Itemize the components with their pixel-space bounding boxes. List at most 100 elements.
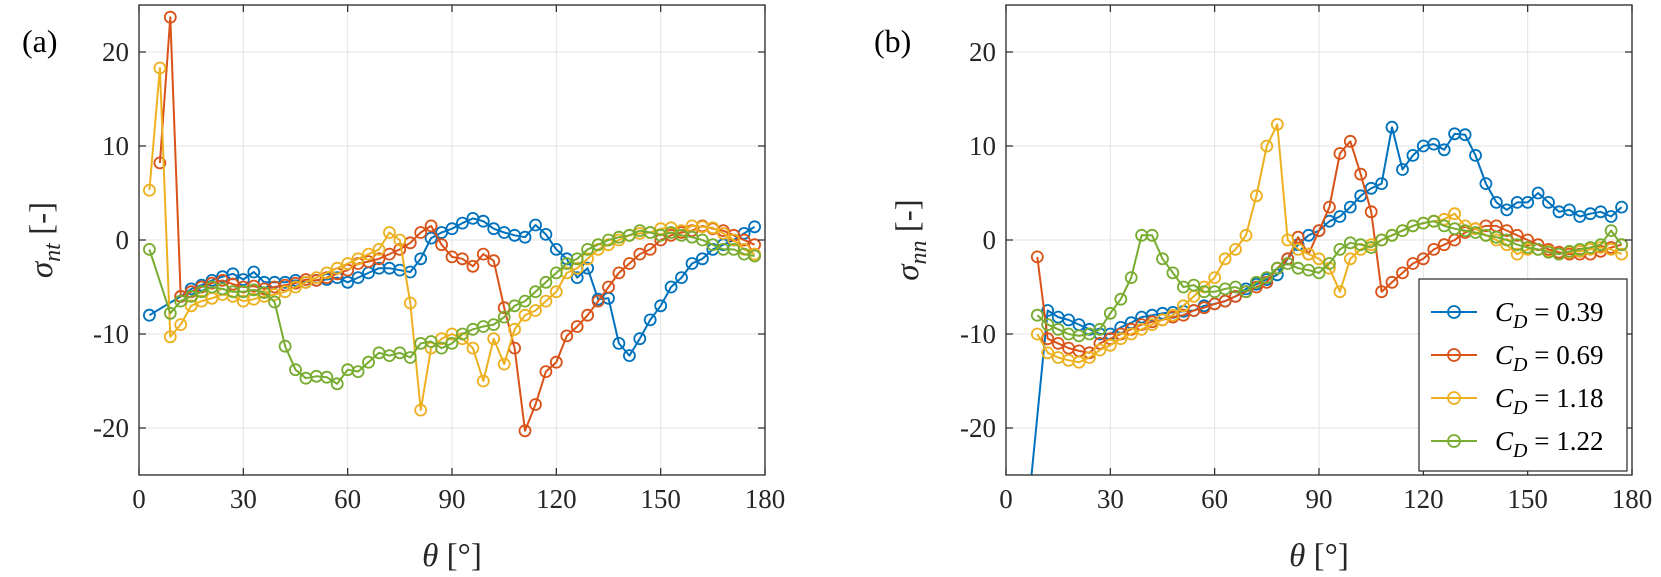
legend-value: = 0.69 (1527, 340, 1603, 370)
legend-subscript: D (1512, 354, 1528, 376)
data-point (591, 294, 605, 308)
data-point (445, 336, 459, 350)
data-point (727, 242, 741, 256)
data-point (570, 261, 584, 275)
y-tick-label: -10 (960, 319, 996, 349)
data-point (435, 341, 449, 355)
data-point (1312, 266, 1326, 280)
x-tick-label: 180 (745, 484, 786, 514)
data-point (508, 299, 521, 313)
data-point (424, 335, 438, 348)
data-point (393, 346, 407, 360)
data-point (1479, 177, 1493, 191)
data-point (320, 370, 334, 384)
x-tick-label: 180 (1612, 484, 1653, 514)
data-point (487, 318, 501, 332)
data-point (1354, 167, 1368, 181)
data-point (633, 247, 647, 261)
legend-subscript: D (1512, 440, 1528, 462)
y-axis-unit: [-] (890, 199, 926, 240)
data-point (1260, 271, 1274, 285)
legend-marker (1447, 391, 1461, 405)
data-point (1343, 200, 1357, 214)
data-point (372, 252, 386, 266)
data-point (184, 289, 198, 303)
data-point (1469, 148, 1482, 162)
data-point (1041, 318, 1055, 332)
data-point (1500, 233, 1514, 247)
data-point (727, 233, 741, 247)
data-point (195, 285, 209, 299)
y-tick-label: 0 (983, 225, 997, 255)
data-point (570, 320, 584, 333)
data-point (696, 252, 709, 266)
y-tick-label: 20 (102, 37, 129, 67)
data-point (549, 285, 563, 299)
x-tick-label: 0 (999, 484, 1013, 514)
data-point (1406, 148, 1420, 162)
data-point (1521, 195, 1535, 209)
data-point (455, 327, 469, 341)
data-point (1396, 224, 1409, 238)
data-point (1072, 355, 1086, 369)
data-point (1270, 261, 1284, 275)
data-point (497, 357, 511, 371)
data-point (153, 61, 167, 75)
x-tick-label: 60 (334, 484, 361, 514)
data-point (1542, 195, 1555, 209)
data-point (1615, 200, 1628, 214)
y-axis-subscript: nn (906, 240, 932, 264)
data-point (1145, 318, 1159, 332)
data-point (664, 280, 678, 294)
data-point (539, 294, 553, 308)
data-point (529, 285, 542, 299)
data-point (341, 257, 355, 270)
series-line-1 (1030, 126, 1623, 475)
data-point (1030, 308, 1044, 322)
data-point (1531, 186, 1545, 200)
data-point (570, 252, 584, 266)
data-point (1604, 224, 1618, 238)
data-point (1312, 252, 1326, 266)
data-point (341, 275, 355, 289)
panel-label: (a) (22, 23, 58, 59)
data-point (1333, 285, 1347, 299)
y-tick-label: 10 (102, 131, 129, 161)
data-point (1302, 247, 1315, 261)
x-tick-label: 30 (230, 484, 257, 514)
data-point (1114, 292, 1128, 306)
data-point (424, 231, 438, 245)
data-point (414, 226, 428, 239)
legend-symbol: C (1495, 383, 1514, 413)
data-point (518, 294, 532, 308)
data-point (1521, 233, 1535, 247)
data-point (1343, 252, 1357, 266)
data-point (1083, 351, 1096, 364)
data-point (643, 313, 657, 327)
data-point (435, 238, 449, 252)
data-point (539, 275, 553, 289)
data-point (1364, 181, 1378, 195)
y-tick-label: -10 (93, 319, 129, 349)
legend-symbol: C (1495, 340, 1514, 370)
y-axis-symbol: σ (24, 260, 60, 278)
legend-marker (1447, 305, 1461, 319)
legend-entry-label: CD = 1.18 (1495, 383, 1603, 419)
data-point (1156, 313, 1169, 327)
legend-value: = 0.39 (1527, 297, 1603, 327)
data-point (706, 238, 720, 252)
data-point (1406, 257, 1420, 270)
data-point (1375, 233, 1388, 247)
data-point (142, 242, 156, 256)
data-point (1333, 242, 1347, 256)
data-point (1375, 177, 1388, 191)
data-point (633, 332, 647, 346)
data-point (1062, 313, 1075, 327)
data-point (476, 214, 490, 228)
x-tick-label: 120 (536, 484, 577, 514)
data-point (1093, 322, 1107, 336)
data-point (1396, 163, 1409, 176)
data-point (1437, 143, 1451, 157)
data-point (1333, 210, 1347, 223)
